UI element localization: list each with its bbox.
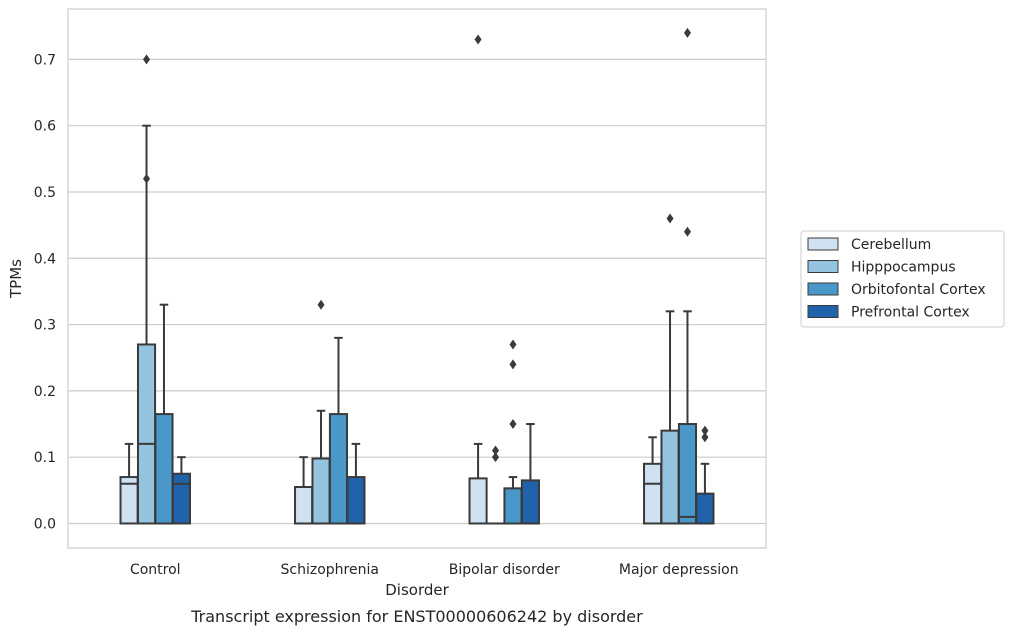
y-tick-label: 0.2 [34,384,56,400]
box-group [330,338,347,524]
outlier-marker [475,34,482,44]
outlier-marker [143,174,150,184]
x-tick-labels: Control Schizophrenia Bipolar disorder Majo… [130,562,739,578]
box-group [470,34,487,523]
box [679,424,696,523]
boxes-layer [121,28,714,524]
y-tick-label: 0.1 [34,450,56,466]
outlier-marker [318,300,325,310]
outlier-marker [509,339,516,349]
box-group [347,444,364,524]
y-tick-labels: 0.0 0.1 0.2 0.3 0.4 0.5 0.6 0.7 [34,52,56,532]
outlier-marker [509,359,516,369]
box-group [679,28,696,524]
x-tick-label: Control [130,562,181,578]
box-group [173,457,190,523]
box-group [661,214,678,524]
y-tick-label: 0.6 [34,119,56,135]
box [696,494,713,524]
y-tick-label: 0.3 [34,318,56,334]
chart-caption: Transcript expression for ENST0000060624… [190,607,643,626]
box-group [138,54,155,523]
box [312,458,329,523]
box-group [312,300,329,524]
box [173,474,190,524]
y-tick-label: 0.0 [34,516,56,532]
outlier-marker [509,419,516,429]
outlier-marker [684,227,691,237]
box [522,480,539,523]
box-group [121,444,138,524]
box-group [504,339,521,523]
legend-swatch [808,283,838,295]
legend-label: Orbitofontal Cortex [851,282,986,298]
outlier-marker [143,54,150,64]
box [155,414,172,523]
x-axis-label: Disorder [385,581,449,599]
box [504,488,521,523]
box [138,344,155,523]
y-tick-label: 0.4 [34,251,56,267]
box-group [295,457,312,523]
legend: Cerebellum Hipppocampus Orbitofontal Corte… [801,231,1004,327]
outlier-marker [667,214,674,224]
legend-swatch [808,261,838,273]
x-tick-label: Bipolar disorder [449,562,560,578]
box-group [522,424,539,523]
legend-swatch [808,306,838,318]
legend-swatch [808,238,838,250]
box [347,477,364,523]
box [470,478,487,523]
box [295,487,312,523]
legend-label: Cerebellum [851,237,931,253]
box [644,464,661,524]
outlier-marker [701,432,708,442]
box [330,414,347,523]
legend-label: Hipppocampus [851,260,956,276]
box [661,431,678,524]
y-tick-label: 0.7 [34,52,56,68]
outlier-marker [684,28,691,38]
y-tick-label: 0.5 [34,185,56,201]
box-group [696,426,713,524]
box-group [644,437,661,523]
legend-label: Prefrontal Cortex [851,305,970,321]
x-tick-label: Major depression [619,562,739,578]
x-tick-label: Schizophrenia [281,562,379,578]
outlier-marker [492,452,499,462]
y-axis-label: TPMs [7,259,25,299]
box-group [155,305,172,524]
